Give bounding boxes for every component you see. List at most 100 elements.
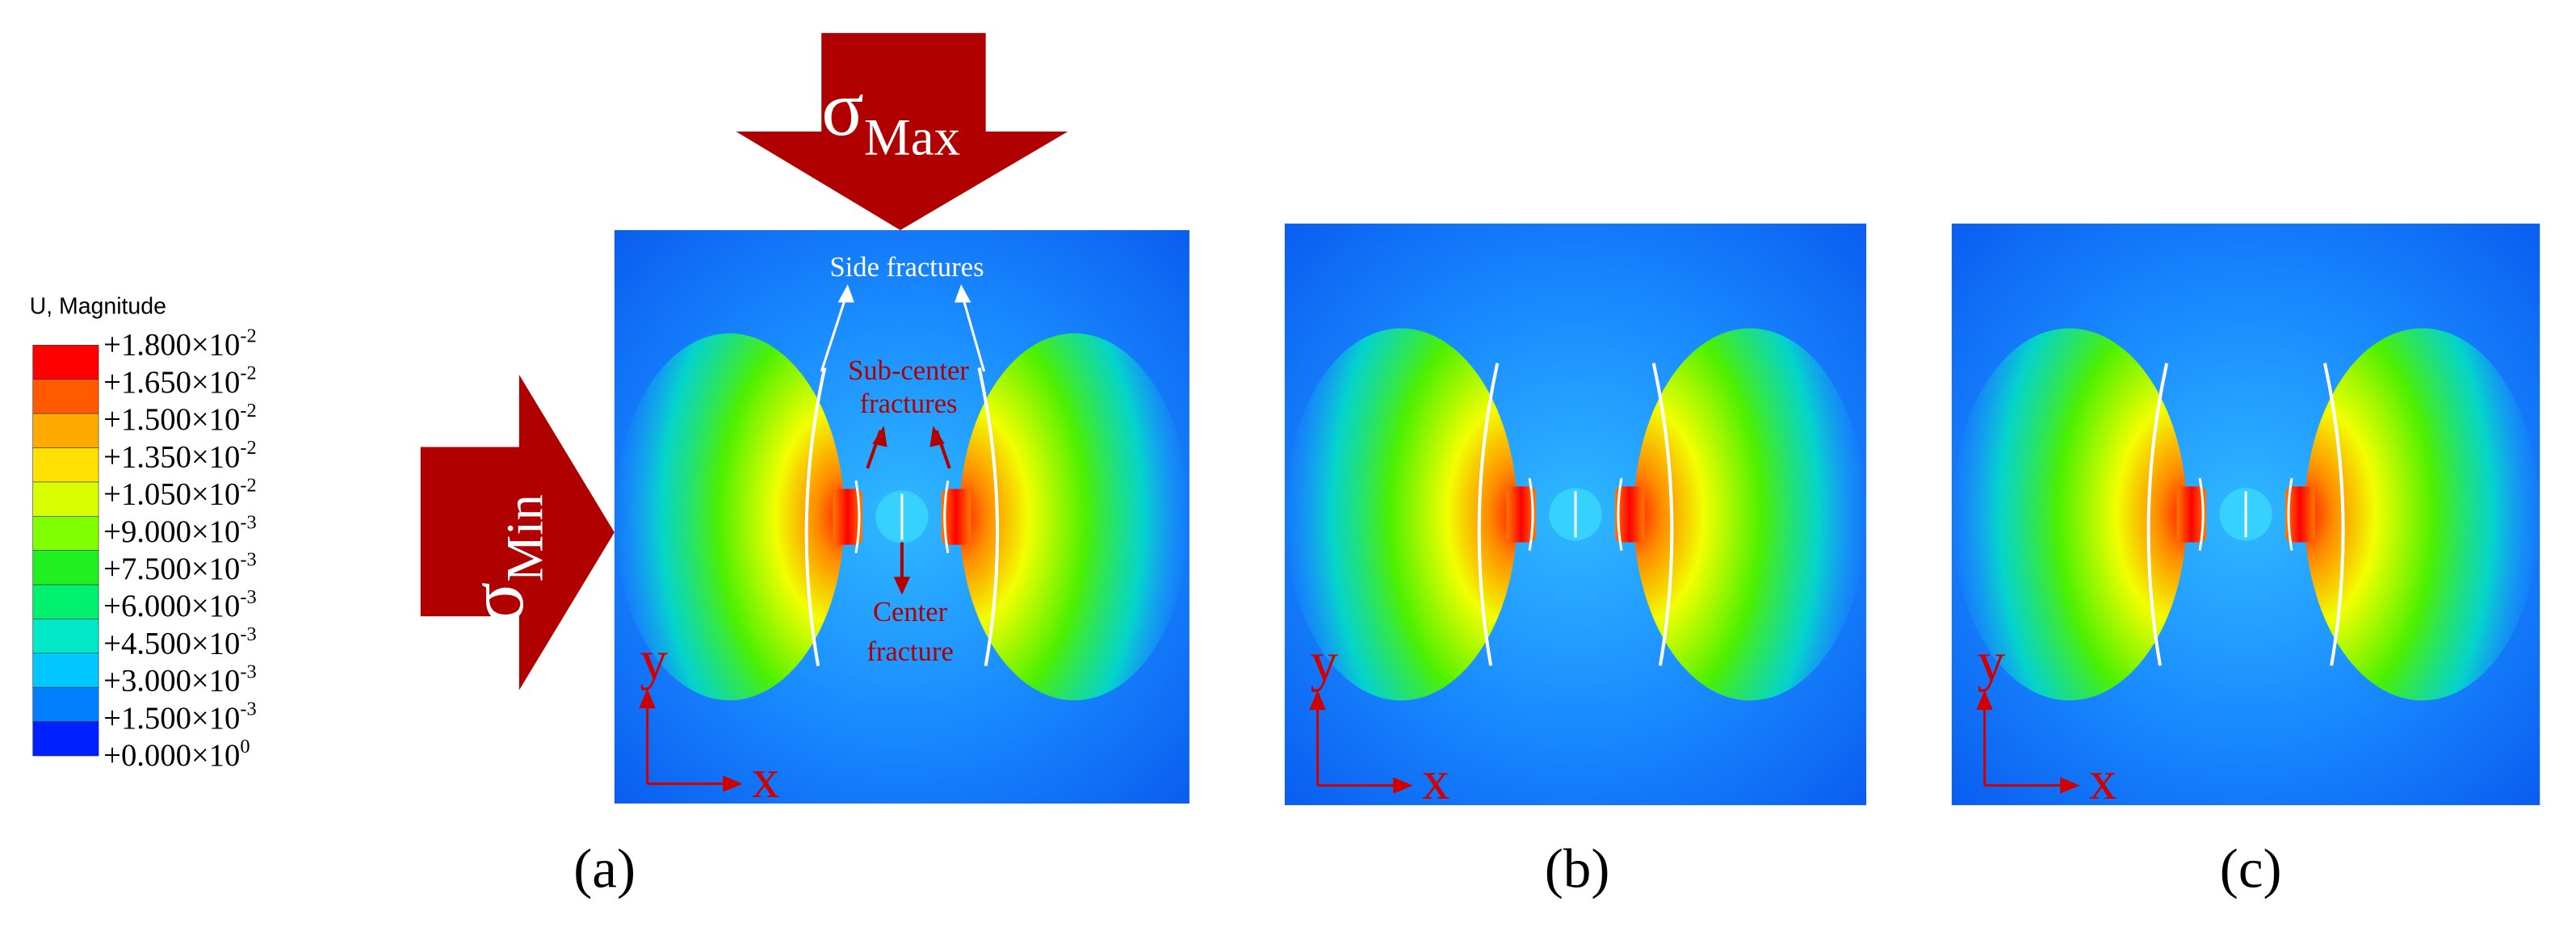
pointer xyxy=(820,290,850,372)
exponent: -3 xyxy=(240,549,256,571)
hot-spot xyxy=(2284,486,2315,543)
axis-label-x: x xyxy=(2089,749,2117,811)
displacement-lobe xyxy=(1951,328,2188,701)
mantissa: +0.000×10 xyxy=(103,739,240,773)
displacement-lobe xyxy=(959,333,1189,701)
mantissa: +9.000×10 xyxy=(103,515,240,549)
exponent: -2 xyxy=(240,363,256,384)
legend-label: +4.500×10-3 xyxy=(103,623,257,661)
arrow-head xyxy=(954,284,971,303)
mantissa: +1.500×10 xyxy=(103,403,240,437)
legend-label: +6.000×10-3 xyxy=(103,586,257,623)
axis-label-x: x xyxy=(1422,749,1450,811)
hot-spot xyxy=(941,489,971,545)
displacement-lobe xyxy=(2304,328,2540,701)
contour-panel: y x (a) xyxy=(573,229,1189,900)
color-band xyxy=(32,721,99,757)
legend-label: +1.500×10-3 xyxy=(103,699,257,736)
side-fracture xyxy=(2322,363,2345,666)
color-band xyxy=(32,653,99,688)
sigma: σ xyxy=(453,582,540,625)
arrow-head xyxy=(929,426,945,447)
min-stress-arrow xyxy=(420,375,615,690)
legend-label: +1.500×10-2 xyxy=(103,400,257,437)
exponent: -2 xyxy=(240,437,256,459)
color-band xyxy=(32,550,99,585)
panel-caption: (b) xyxy=(1545,837,1610,900)
color-band xyxy=(32,447,99,483)
displacement-lobe xyxy=(1634,328,1867,701)
legend-labels: +1.800×10-2+1.650×10-2+1.500×10-2+1.350×… xyxy=(103,325,257,773)
color-band xyxy=(32,619,99,654)
exponent: -2 xyxy=(240,400,256,422)
sub-center-fracture xyxy=(2198,477,2205,551)
hot-spot xyxy=(2176,486,2207,543)
panel-caption: (a) xyxy=(573,837,636,900)
min-stress-label: σMin xyxy=(453,494,554,624)
legend-label: +7.500×10-3 xyxy=(103,549,257,586)
color-band xyxy=(32,515,99,551)
side-fracture xyxy=(2146,363,2169,666)
subscript: Max xyxy=(864,108,960,166)
color-band xyxy=(32,481,99,517)
displacement-lobe xyxy=(614,333,845,701)
arrow-head xyxy=(1309,690,1326,711)
contour-panel: y x (b) xyxy=(1284,223,1867,900)
legend-label: +1.050×10-2 xyxy=(103,474,257,511)
arrow-head xyxy=(893,577,911,595)
sub-center-label: fractures xyxy=(860,388,958,419)
exponent: -3 xyxy=(240,586,256,608)
color-band xyxy=(32,584,99,619)
sub-center-fracture xyxy=(1617,477,1623,551)
sub-center-fracture xyxy=(2287,477,2293,551)
pointer xyxy=(959,290,986,372)
arrow-head xyxy=(2060,777,2080,794)
mantissa: +4.500×10 xyxy=(103,627,240,661)
axis-label-y: y xyxy=(1977,630,2005,692)
mantissa: +1.350×10 xyxy=(103,440,240,474)
color-band xyxy=(32,379,99,414)
hot-spot xyxy=(1614,486,1645,543)
mantissa: +1.050×10 xyxy=(103,478,240,512)
max-stress-arrow xyxy=(736,32,1068,230)
mantissa: +7.500×10 xyxy=(103,552,240,586)
side-fracture xyxy=(1477,363,1500,666)
exponent: -3 xyxy=(240,661,256,682)
exponent: -3 xyxy=(240,511,256,533)
center-label: fracture xyxy=(866,636,953,667)
sub-center-fracture xyxy=(1528,477,1534,551)
panel-caption: (c) xyxy=(2220,837,2282,900)
color-band xyxy=(32,413,99,448)
exponent: -2 xyxy=(240,474,256,496)
legend-title: U, Magnitude xyxy=(30,294,166,320)
side-fracture xyxy=(977,367,1000,666)
exponent: -2 xyxy=(240,325,256,346)
mantissa: +1.500×10 xyxy=(103,702,240,736)
side-fracture xyxy=(1651,363,1674,666)
sub-center-label: Sub-center xyxy=(848,355,969,386)
exponent: -3 xyxy=(240,699,256,720)
mantissa: +1.650×10 xyxy=(103,366,240,400)
sigma: σ xyxy=(821,65,864,153)
legend-label: +1.650×10-2 xyxy=(103,363,257,400)
hot-spot xyxy=(1506,486,1537,543)
mantissa: +1.800×10 xyxy=(103,329,240,363)
exponent: -3 xyxy=(240,623,256,645)
hot-spot xyxy=(833,489,863,545)
legend-label: +0.000×100 xyxy=(103,736,250,773)
legend-label: +3.000×10-3 xyxy=(103,661,257,698)
exponent: 0 xyxy=(240,736,250,757)
axis-label-x: x xyxy=(752,747,780,809)
center-label: Center xyxy=(873,597,948,627)
color-bar xyxy=(32,345,99,757)
arrow-head xyxy=(723,775,743,792)
legend-label: +1.350×10-2 xyxy=(103,437,257,474)
side-fractures-label: Side fractures xyxy=(829,252,984,283)
max-stress-label: σMax xyxy=(821,65,960,166)
sub-center-fracture xyxy=(943,480,950,554)
arrow-head xyxy=(1976,690,1993,711)
sub-center-fracture xyxy=(854,480,861,554)
side-fracture xyxy=(804,367,827,666)
color-band xyxy=(32,345,99,380)
